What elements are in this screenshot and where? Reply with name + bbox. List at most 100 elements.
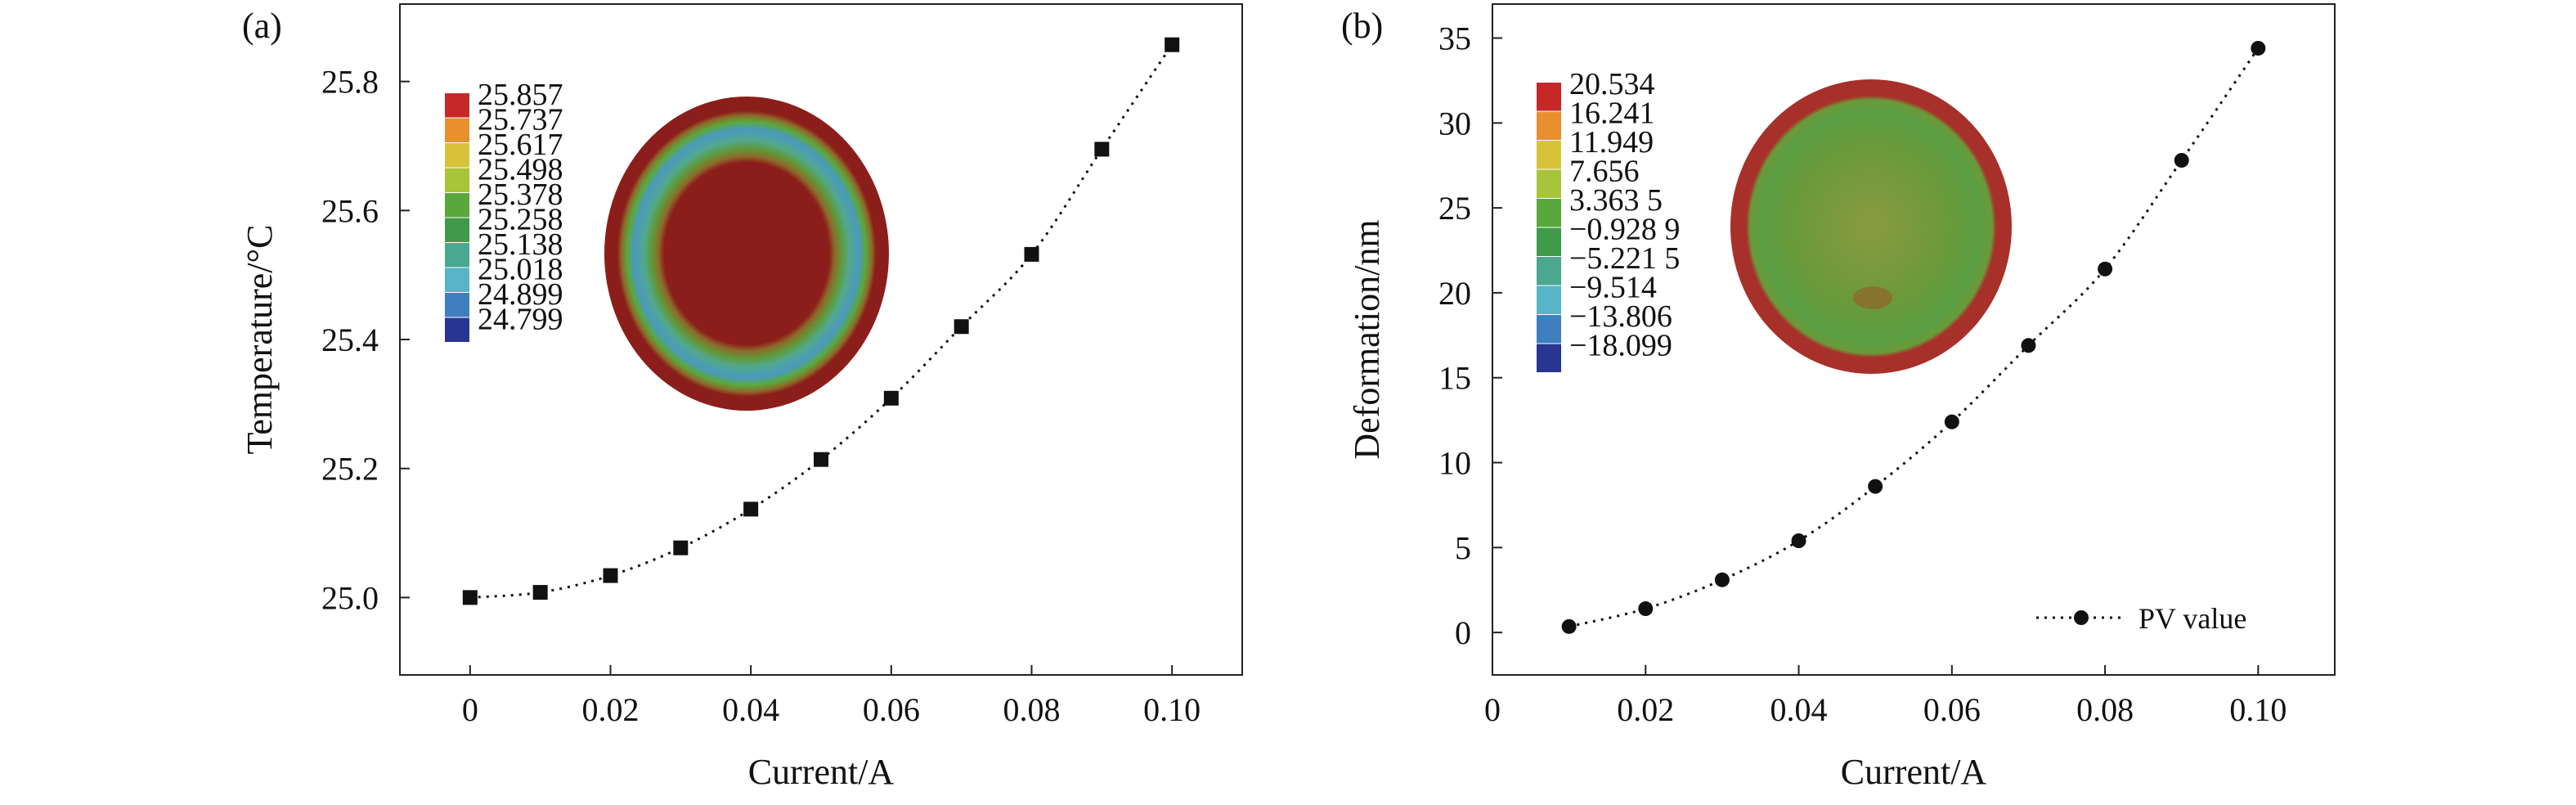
colorbar-label: 25.737 bbox=[478, 103, 563, 137]
colorbar-segment bbox=[1537, 257, 1561, 286]
colorbar-label: −9.514 bbox=[1569, 271, 1657, 305]
colorbar-segment bbox=[445, 168, 469, 192]
data-point bbox=[1638, 601, 1654, 617]
data-point bbox=[2251, 40, 2266, 56]
colorbar-label: 24.799 bbox=[478, 303, 563, 337]
y-ticks: 25.0 25.2 25.4 25.6 25.8 bbox=[321, 64, 410, 616]
x-tick-label: 0.06 bbox=[863, 691, 920, 728]
series-line bbox=[1568, 47, 2260, 628]
colorbar-segment bbox=[1537, 227, 1561, 256]
colorbar-segment bbox=[1537, 344, 1561, 372]
data-point bbox=[883, 390, 899, 406]
colorbar-label: 11.949 bbox=[1569, 125, 1654, 160]
data-point bbox=[532, 585, 548, 600]
colorbar-label: −5.221 5 bbox=[1569, 241, 1680, 276]
panel-label: (b) bbox=[1341, 6, 1383, 46]
colorbar-segment bbox=[445, 268, 469, 292]
colorbar: 25.85725.73725.61725.49825.37825.25825.1… bbox=[445, 78, 563, 342]
x-tick-label: 0.06 bbox=[1923, 691, 1981, 728]
y-tick-label: 35 bbox=[1438, 20, 1471, 57]
y-axis-title: Deformation/nm bbox=[1347, 219, 1387, 459]
x-tick-label: 0.02 bbox=[582, 691, 640, 728]
colorbar-label: 25.258 bbox=[478, 203, 563, 237]
data-point bbox=[1868, 479, 1883, 494]
y-tick-label: 25.6 bbox=[321, 192, 379, 229]
legend-label: PV value bbox=[2138, 602, 2246, 635]
colorbar-label: 7.656 bbox=[1569, 155, 1640, 189]
colorbar-label: 20.534 bbox=[1569, 67, 1655, 101]
x-axis-title: Current/A bbox=[1841, 752, 1987, 792]
legend: PV value bbox=[2036, 602, 2246, 635]
y-tick-label: 30 bbox=[1438, 105, 1471, 142]
plot-frame bbox=[1492, 3, 2336, 676]
y-tick-label: 25.2 bbox=[321, 451, 379, 488]
x-tick-label: 0.10 bbox=[2229, 691, 2287, 728]
colorbar-segment bbox=[445, 93, 469, 118]
colorbar-segment bbox=[445, 143, 469, 168]
y-tick-label: 15 bbox=[1438, 360, 1471, 397]
colorbar-label: 25.138 bbox=[478, 227, 563, 262]
data-point bbox=[1094, 142, 1110, 157]
data-point bbox=[1714, 572, 1730, 587]
colorbar-segment bbox=[445, 243, 469, 268]
data-point bbox=[954, 319, 969, 335]
x-tick-label: 0.04 bbox=[1770, 691, 1828, 728]
colorbar-segment bbox=[1537, 83, 1561, 111]
x-tick-label: 0.04 bbox=[722, 691, 779, 728]
colorbar-label: 16.241 bbox=[1569, 97, 1655, 131]
colorbar-segment bbox=[1537, 111, 1561, 140]
colorbar-segment bbox=[1537, 199, 1561, 227]
data-point bbox=[673, 540, 689, 555]
x-tick-label: 0.08 bbox=[2076, 691, 2134, 728]
colorbar-segment bbox=[1537, 141, 1561, 169]
colorbar-segment bbox=[445, 293, 469, 317]
panel-label: (a) bbox=[242, 6, 282, 46]
deformation-contour-inset bbox=[1730, 79, 2012, 374]
y-tick-label: 25.4 bbox=[321, 322, 379, 358]
colorbar-label: 24.899 bbox=[478, 277, 563, 312]
x-tick-label: 0.02 bbox=[1617, 691, 1674, 728]
data-point bbox=[2098, 261, 2113, 277]
x-ticks: 0 0.02 0.04 0.06 0.08 0.10 bbox=[462, 665, 1200, 728]
series-line bbox=[469, 43, 1174, 599]
data-point bbox=[603, 568, 618, 583]
colorbar-label: −0.928 9 bbox=[1569, 213, 1680, 247]
legend-marker bbox=[2074, 610, 2089, 625]
colorbar-label: 25.378 bbox=[478, 178, 563, 212]
y-tick-label: 10 bbox=[1438, 445, 1471, 482]
x-tick-label: 0 bbox=[462, 691, 478, 728]
x-tick-label: 0.10 bbox=[1143, 691, 1200, 728]
y-tick-label: 25 bbox=[1438, 190, 1471, 227]
data-point bbox=[462, 590, 478, 605]
y-axis-title: Temperature/°C bbox=[240, 225, 280, 455]
colorbar-label: 25.857 bbox=[478, 78, 563, 112]
data-point bbox=[1165, 37, 1180, 52]
data-point bbox=[1024, 246, 1039, 262]
colorbar-segment bbox=[445, 218, 469, 242]
colorbar-label: 3.363 5 bbox=[1569, 183, 1663, 218]
series-markers bbox=[462, 37, 1180, 605]
data-point bbox=[814, 452, 828, 467]
colorbar-segment bbox=[445, 317, 469, 342]
y-ticks: 0 5 10 15 20 25 30 35 bbox=[1438, 20, 1502, 651]
series-markers bbox=[1561, 40, 2266, 634]
y-tick-label: 5 bbox=[1455, 529, 1471, 566]
colorbar-label: −13.806 bbox=[1569, 299, 1672, 334]
inset-core-detail bbox=[691, 173, 792, 272]
colorbar-segment bbox=[1537, 286, 1561, 314]
colorbar-segment bbox=[445, 118, 469, 142]
x-tick-label: 0 bbox=[1484, 691, 1501, 728]
y-tick-label: 25.0 bbox=[321, 579, 379, 616]
panel-b: (b) 0 0.02 0.04 0.06 0.08 0.10 0 5 10 15 20 25 30 35… bbox=[1341, 3, 2336, 792]
colorbar-label: 25.018 bbox=[478, 253, 563, 287]
x-ticks: 0 0.02 0.04 0.06 0.08 0.10 bbox=[1484, 665, 2287, 728]
data-point bbox=[2174, 152, 2189, 168]
data-point bbox=[1561, 618, 1577, 634]
inset-spot-detail bbox=[1853, 286, 1892, 309]
y-tick-label: 20 bbox=[1438, 275, 1471, 312]
colorbar-label: 25.498 bbox=[478, 153, 563, 187]
colorbar-segment bbox=[1537, 315, 1561, 344]
data-point bbox=[2021, 338, 2036, 353]
